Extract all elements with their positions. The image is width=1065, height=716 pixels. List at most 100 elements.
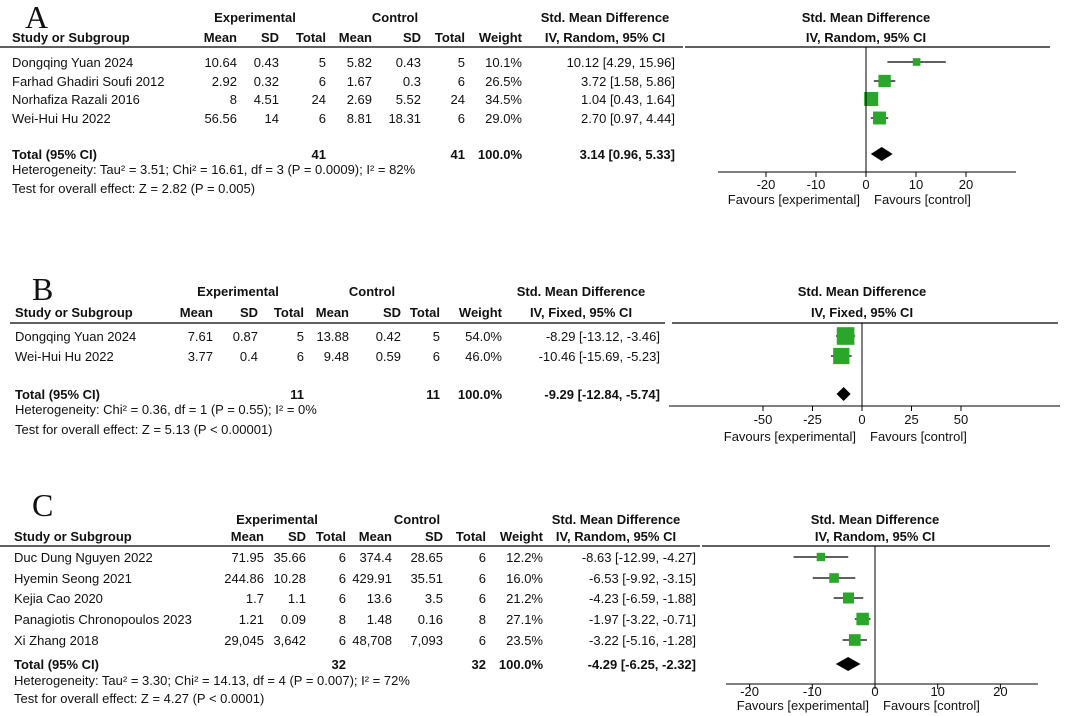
panel-a-study-row-2-e-total: 24 (312, 92, 326, 107)
panel-a-study-row-3-ci-text: 2.70 [0.97, 4.44] (581, 111, 675, 126)
panel-c-study-row-3-e-sd: 0.09 (281, 612, 306, 627)
panel-c-study-row-2-c-total: 6 (479, 591, 486, 606)
panel-c-study-row-4-c-mean: 48,708 (352, 633, 392, 648)
panel-b-total-e-total: 11 (290, 387, 304, 402)
panel-a-col-header-0: Study or Subgroup (12, 30, 130, 45)
panel-c-study-row-0-e-mean: 71.95 (231, 550, 264, 565)
panel-a-tick-label-0: -20 (757, 177, 776, 192)
panel-c-study-row-0-e-total: 6 (339, 550, 346, 565)
panel-c-study-row-1-c-mean: 429.91 (352, 571, 392, 586)
panel-a-total-c-total: 41 (451, 147, 465, 162)
panel-b-group2-header: Control (349, 284, 395, 299)
panel-a-overall-test: Test for overall effect: Z = 2.82 (P = 0… (12, 181, 255, 196)
panel-a-total-ci-text: 3.14 [0.96, 5.33] (580, 147, 675, 162)
panel-b-total-label: Total (95% CI) (15, 387, 100, 402)
panel-b-col-header-4: Mean (316, 305, 349, 320)
panel-c-col-header-0: Study or Subgroup (14, 529, 132, 544)
panel-a-col-header-1: Mean (204, 30, 237, 45)
panel-c-study-row-0-name: Duc Dung Nguyen 2022 (14, 550, 153, 565)
panel-b-study-row-0-c-sd: 0.42 (376, 329, 401, 344)
panel-a-study-row-1-e-total: 6 (319, 74, 326, 89)
panel-b-col-header-5: SD (383, 305, 401, 320)
panel-b-study-row-1-weight: 46.0% (465, 349, 502, 364)
panel-a-study-row-3-e-mean: 56.56 (204, 111, 237, 126)
panel-a-study-row-2-e-sd: 4.51 (254, 92, 279, 107)
panel-c-study-row-4-e-sd: 3,642 (273, 633, 306, 648)
panel-a-total-diamond (870, 147, 893, 161)
panel-a-heterogeneity: Heterogeneity: Tau² = 3.51; Chi² = 16.61… (12, 162, 416, 177)
panel-b-study-row-1-e-mean: 3.77 (188, 349, 213, 364)
panel-c-study-row-0-ci-text: -8.63 [-12.99, -4.27] (582, 550, 696, 565)
panel-c-study-row-1-ci-text: -6.53 [-9.92, -3.15] (589, 571, 696, 586)
panel-c-favours-left: Favours [experimental] (737, 698, 869, 713)
panel-a-tick-label-4: 20 (959, 177, 973, 192)
panel-a-total-e-total: 41 (312, 147, 326, 162)
panel-a-study-row-0-marker (912, 58, 921, 66)
panel-a-col-header-4: Mean (339, 30, 372, 45)
panel-a-study-row-0-c-mean: 5.82 (347, 55, 372, 70)
panel-c-study-row-3-c-mean: 1.48 (367, 612, 392, 627)
panel-a-col-header-7: Weight (479, 30, 523, 45)
panel-b-tick-label-0: -50 (754, 412, 773, 427)
panel-a-study-row-0-e-total: 5 (319, 55, 326, 70)
panel-c-col-header-2: SD (288, 529, 306, 544)
panel-b-study-row-0-marker (836, 327, 855, 345)
panel-a-study-row-2-c-mean: 2.69 (347, 92, 372, 107)
panel-c-study-row-3-c-total: 8 (479, 612, 486, 627)
panel-a-study-row-2-name: Norhafiza Razali 2016 (12, 92, 140, 107)
panel-a-study-row-1-e-mean: 2.92 (212, 74, 237, 89)
panel-b-study-row-1-marker (833, 347, 850, 365)
panel-a-effect-method-header: IV, Random, 95% CI (545, 30, 665, 45)
panel-c-study-row-2-e-mean: 1.7 (246, 591, 264, 606)
panel-a-group1-header: Experimental (214, 10, 296, 25)
panel-c-col-header-5: SD (425, 529, 443, 544)
panel-c-study-row-3-e-total: 8 (339, 612, 346, 627)
panel-a-col-header-6: Total (435, 30, 465, 45)
panel-c-plot-title: Std. Mean Difference (811, 512, 940, 527)
panel-b-study-row-1-e-sd: 0.4 (240, 349, 258, 364)
panel-a-study-row-3-e-total: 6 (319, 111, 326, 126)
panel-b-total-weight: 100.0% (458, 387, 503, 402)
panel-c-study-row-4-c-total: 6 (479, 633, 486, 648)
panel-b-col-header-1: Mean (180, 305, 213, 320)
panel-a-study-row-0-ci-text: 10.12 [4.29, 15.96] (567, 55, 675, 70)
panel-a-plot-title: Std. Mean Difference (802, 10, 931, 25)
panel-c-study-row-4-weight: 23.5% (506, 633, 543, 648)
panel-b-tick-label-3: 25 (904, 412, 918, 427)
panel-c-study-row-0-marker (816, 552, 826, 562)
panel-b-study-row-0-name: Dongqing Yuan 2024 (15, 329, 136, 344)
panel-c-study-row-2-c-mean: 13.6 (367, 591, 392, 606)
panel-a-study-row-0-name: Dongqing Yuan 2024 (12, 55, 133, 70)
panel-c-tick-label-3: 10 (930, 684, 944, 699)
panel-a-study-row-1-c-total: 6 (458, 74, 465, 89)
panel-c-heterogeneity: Heterogeneity: Tau² = 3.30; Chi² = 14.13… (14, 673, 410, 688)
panel-c-col-header-6: Total (456, 529, 486, 544)
panel-b-study-row-1-e-total: 6 (297, 349, 304, 364)
panel-a-study-row-2-c-sd: 5.52 (396, 92, 421, 107)
panel-a-col-header-2: SD (261, 30, 279, 45)
panel-c-study-row-1-marker (829, 573, 839, 583)
panel-a-study-row-3-weight: 29.0% (485, 111, 522, 126)
panel-c-study-row-0-c-total: 6 (479, 550, 486, 565)
panel-c-col-header-1: Mean (231, 529, 264, 544)
panel-c-effect-measure-header: Std. Mean Difference (552, 512, 681, 527)
panel-c-study-row-2-name: Kejia Cao 2020 (14, 591, 103, 606)
panel-b-total-ci-text: -9.29 [-12.84, -5.74] (544, 387, 660, 402)
panel-c-favours-right: Favours [control] (883, 698, 980, 713)
panel-a-study-row-2-ci-text: 1.04 [0.43, 1.64] (581, 92, 675, 107)
panel-b-total-diamond (836, 387, 851, 401)
panel-c-col-header-4: Mean (359, 529, 392, 544)
panel-c-study-row-1-c-total: 6 (479, 571, 486, 586)
panel-b-study-row-1-c-total: 6 (433, 349, 440, 364)
panel-c-total-c-total: 32 (472, 657, 486, 672)
panel-a-favours-right: Favours [control] (874, 192, 971, 207)
panel-b-col-header-6: Total (410, 305, 440, 320)
panel-c-tick-label-1: -10 (803, 684, 822, 699)
panel-a-total-label: Total (95% CI) (12, 147, 97, 162)
panel-c-tick-label-4: 20 (993, 684, 1007, 699)
panel-a-effect-measure-header: Std. Mean Difference (541, 10, 670, 25)
panel-b-study-row-0-e-sd: 0.87 (233, 329, 258, 344)
panel-c-plot-method: IV, Random, 95% CI (815, 529, 935, 544)
panel-b-heterogeneity: Heterogeneity: Chi² = 0.36, df = 1 (P = … (15, 402, 317, 417)
panel-a-study-row-3-c-mean: 8.81 (347, 111, 372, 126)
